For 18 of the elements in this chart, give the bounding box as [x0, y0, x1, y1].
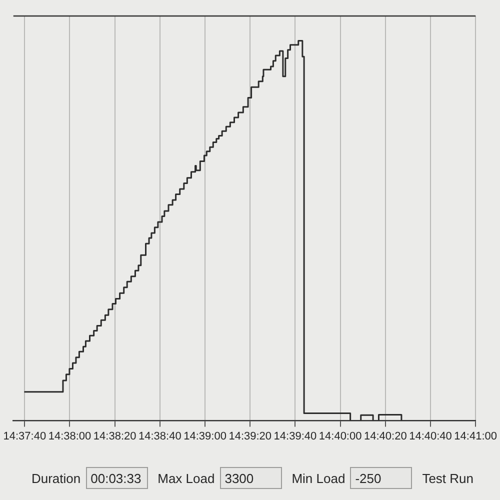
x-tick-label: 14:38:20 — [93, 430, 136, 442]
x-tick-label: 14:39:00 — [184, 430, 226, 442]
text-field: 3300 — [220, 467, 282, 489]
x-tick-label: 14:38:40 — [138, 430, 182, 442]
text: Test Run — [422, 470, 474, 486]
x-tick-label: 14:40:40 — [409, 430, 452, 442]
x-tick-label: 14:40:20 — [364, 430, 407, 442]
text-field: -250 — [350, 467, 412, 489]
x-tick-label: 14:39:20 — [228, 430, 272, 442]
x-tick-label: 14:37:40 — [3, 430, 46, 442]
text-field: 00:03:33 — [86, 467, 148, 489]
x-tick-label: 14:39:40 — [274, 430, 317, 442]
x-tick-label: 14:38:00 — [48, 430, 92, 442]
text: Min Load — [292, 470, 346, 486]
text: Max Load — [158, 470, 215, 486]
text: Duration — [31, 470, 81, 486]
x-tick-label: 14:40:00 — [318, 430, 362, 442]
x-tick-label: 14:41:00 — [454, 430, 498, 442]
